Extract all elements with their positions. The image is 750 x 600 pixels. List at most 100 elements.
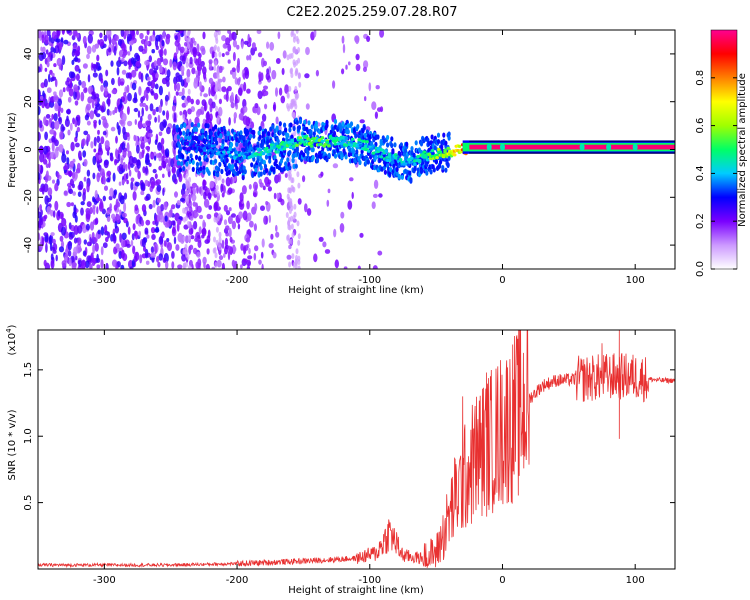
heatmap-cell bbox=[121, 249, 125, 259]
heatmap-cell bbox=[113, 234, 117, 242]
heatmap-cell bbox=[413, 166, 417, 172]
heatmap-cell bbox=[98, 154, 102, 161]
heatmap-cell bbox=[189, 244, 194, 250]
heatmap-cell bbox=[73, 237, 78, 244]
heatmap-cell bbox=[262, 185, 266, 191]
heatmap-cell bbox=[214, 178, 218, 185]
heatmap-cell bbox=[202, 151, 207, 155]
heatmap-cell bbox=[290, 31, 294, 38]
heatmap-cell bbox=[220, 183, 224, 193]
heatmap-cell bbox=[256, 158, 260, 164]
heatmap-cell bbox=[50, 46, 55, 53]
heatmap-cell bbox=[58, 89, 64, 98]
heatmap-cell bbox=[297, 182, 301, 189]
heatmap-cell bbox=[107, 93, 112, 98]
heatmap-cell bbox=[203, 198, 210, 208]
heatmap-cell bbox=[435, 153, 440, 157]
heatmap-cell bbox=[113, 45, 117, 56]
heatmap-cell bbox=[73, 90, 77, 100]
heatmap-cell bbox=[225, 176, 231, 187]
heatmap-cell bbox=[265, 72, 270, 81]
spectrogram-xtick-label: 100 bbox=[626, 275, 645, 286]
heatmap-cell bbox=[41, 52, 47, 60]
heatmap-cell bbox=[311, 147, 315, 153]
heatmap-cell bbox=[68, 250, 72, 257]
heatmap-cell bbox=[156, 197, 161, 203]
heatmap-cell bbox=[128, 40, 134, 46]
heatmap-cell bbox=[245, 128, 249, 135]
heatmap-cell bbox=[360, 149, 364, 155]
heatmap-cell bbox=[100, 246, 104, 256]
heatmap-cell bbox=[442, 132, 446, 138]
heatmap-cell bbox=[63, 190, 68, 196]
heatmap-cell bbox=[125, 72, 130, 79]
heatmap-cell bbox=[188, 187, 191, 194]
heatmap-cell bbox=[58, 116, 63, 125]
heatmap-cell bbox=[307, 120, 311, 126]
heatmap-cell bbox=[237, 223, 241, 230]
heatmap-cell bbox=[278, 87, 283, 96]
heatmap-cell bbox=[202, 118, 206, 125]
heatmap-cell bbox=[272, 252, 277, 259]
heatmap-cell bbox=[365, 140, 369, 144]
heatmap-cell bbox=[230, 102, 235, 109]
heatmap-cell bbox=[118, 146, 122, 154]
heatmap-cell bbox=[224, 237, 228, 247]
heatmap-cell bbox=[187, 182, 191, 189]
heatmap-cell bbox=[308, 138, 312, 142]
heatmap-cell bbox=[164, 222, 170, 228]
heatmap-cell bbox=[275, 87, 278, 97]
heatmap-cell bbox=[172, 104, 176, 112]
heatmap-cell bbox=[82, 35, 87, 45]
colorbar-ticks: 0.0 0.2 0.4 0.6 0.8 bbox=[695, 70, 737, 277]
heatmap-cell bbox=[94, 93, 100, 99]
heatmap-cell bbox=[269, 41, 275, 51]
heatmap-cell bbox=[184, 47, 188, 54]
heatmap-cell bbox=[297, 57, 301, 64]
heatmap-cell bbox=[375, 85, 380, 90]
heatmap-cell bbox=[414, 140, 418, 146]
heatmap-cell bbox=[49, 129, 55, 135]
spectrogram-xlabel: Height of straight line (km) bbox=[288, 285, 424, 296]
heatmap-cell bbox=[201, 128, 205, 134]
heatmap-cell bbox=[309, 141, 314, 145]
heatmap-cell bbox=[142, 123, 147, 127]
heatmap-cell bbox=[155, 153, 160, 158]
heatmap-cell bbox=[84, 114, 89, 121]
heatmap-cell bbox=[60, 240, 65, 248]
heatmap-cell bbox=[236, 44, 240, 50]
heatmap-cell bbox=[50, 121, 56, 130]
colorbar-ramp bbox=[710, 29, 738, 270]
heatmap-cell bbox=[148, 203, 153, 210]
heatmap-cell bbox=[265, 146, 269, 150]
heatmap-cell bbox=[186, 37, 190, 44]
heatmap-cell bbox=[81, 223, 87, 234]
heatmap-cell bbox=[234, 153, 239, 157]
heatmap-cell bbox=[276, 150, 280, 154]
heatmap-cell bbox=[137, 120, 143, 130]
heatmap-cell bbox=[343, 266, 348, 269]
heatmap-cell bbox=[221, 262, 225, 269]
heatmap-cell bbox=[54, 200, 59, 211]
heatmap-cell bbox=[116, 66, 120, 76]
heatmap-cell bbox=[154, 139, 158, 146]
heatmap-cell bbox=[383, 169, 387, 175]
heatmap-cell bbox=[133, 107, 139, 113]
heatmap-cell bbox=[151, 49, 155, 54]
snr-ylabel: SNR (10 * v/v) bbox=[7, 409, 18, 480]
heatmap-cell bbox=[98, 202, 104, 212]
heatmap-cell bbox=[232, 39, 237, 48]
heatmap-cell bbox=[276, 138, 280, 144]
heatmap-cell bbox=[155, 34, 161, 42]
heatmap-cell bbox=[53, 113, 58, 122]
heatmap-cell bbox=[264, 154, 269, 160]
heatmap-cell bbox=[194, 127, 199, 133]
heatmap-cell bbox=[351, 137, 355, 141]
heatmap-cell bbox=[138, 45, 144, 52]
heatmap-cell bbox=[290, 223, 294, 230]
heatmap-cell bbox=[207, 170, 211, 176]
heatmap-cell bbox=[160, 98, 163, 108]
heatmap-cell bbox=[306, 150, 310, 156]
heatmap-cell bbox=[243, 40, 249, 45]
heatmap-cell bbox=[181, 87, 185, 96]
